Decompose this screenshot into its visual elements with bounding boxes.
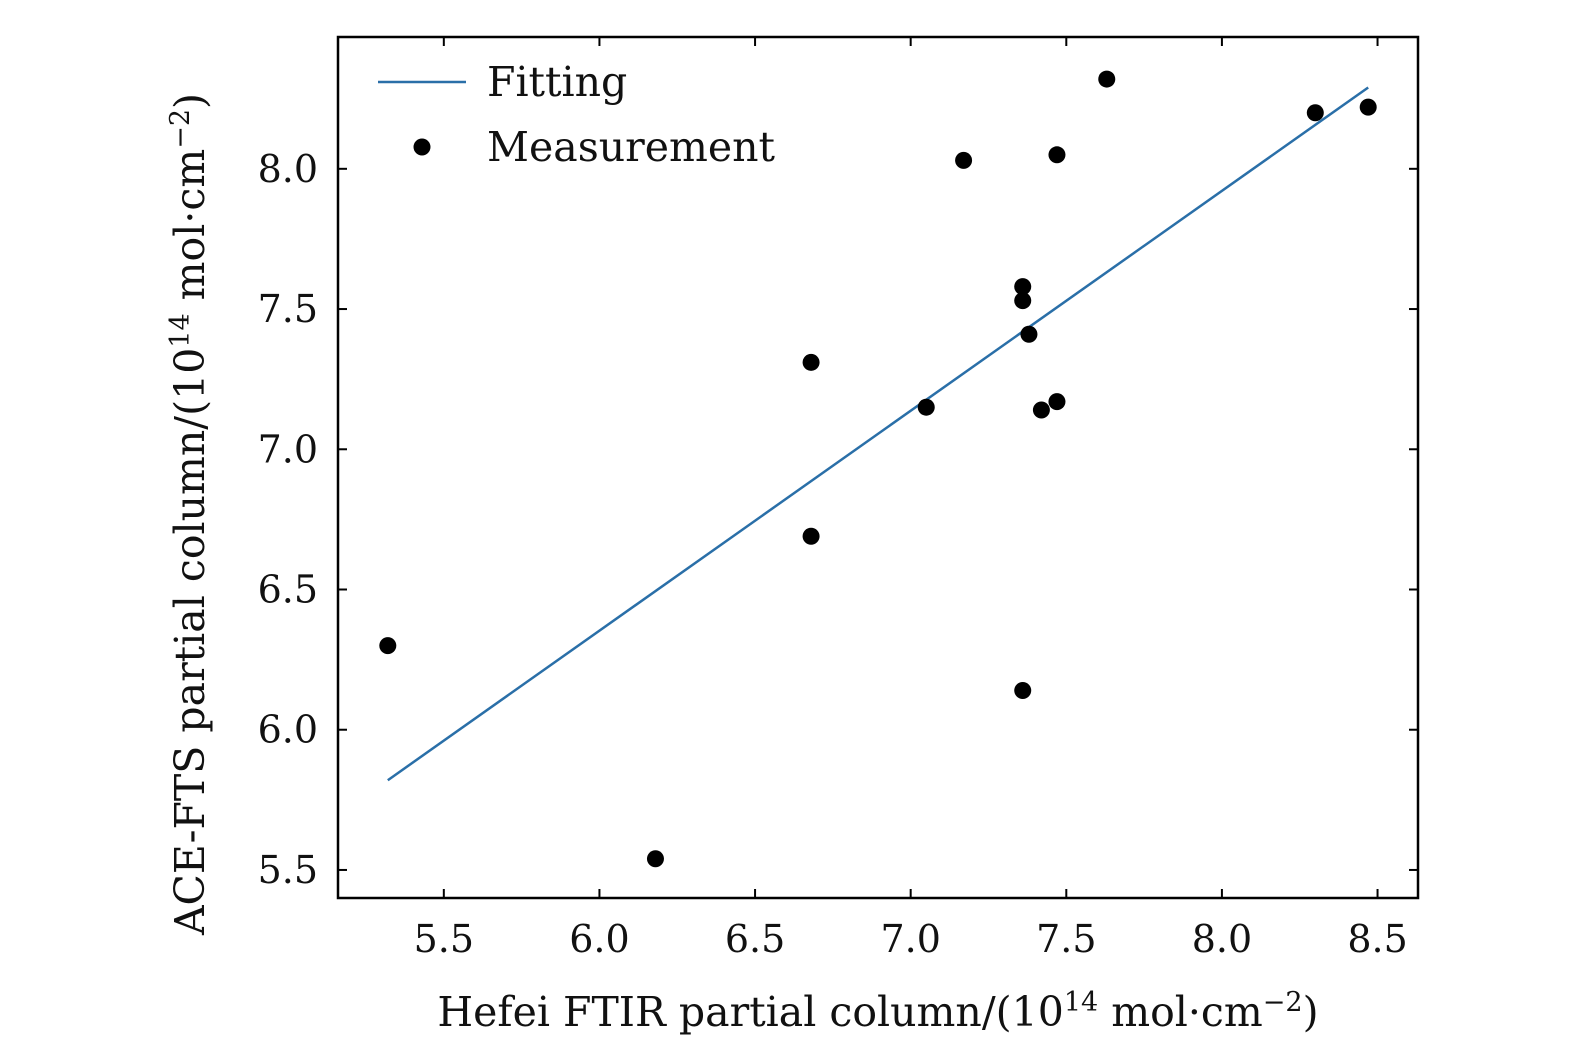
y-tick-label: 7.5 xyxy=(258,287,318,331)
y-tick-label: 6.5 xyxy=(258,567,318,611)
legend-measurement-label: Measurement xyxy=(487,123,776,171)
measurement-point-4 xyxy=(802,527,820,545)
measurement-point-1 xyxy=(379,637,397,655)
y-axis-ticks: 5.5 6.0 6.5 7.0 7.5 8.0 xyxy=(258,147,1418,892)
x-tick-label: 8.0 xyxy=(1192,917,1252,961)
measurement-point-14 xyxy=(1098,70,1116,88)
y-tick-label: 8.0 xyxy=(258,147,318,191)
x-tick-label: 7.5 xyxy=(1036,917,1096,961)
plot-area-frame xyxy=(336,35,1420,900)
y-tick-label: 6.0 xyxy=(258,708,318,752)
measurement-point-8 xyxy=(1014,292,1032,310)
y-axis-label: ACE-FTS partial column/(1014 mol·cm−2) xyxy=(165,93,214,936)
measurement-point-13 xyxy=(1048,146,1066,164)
measurement-point-2 xyxy=(646,850,664,868)
measurement-point-6 xyxy=(955,151,973,169)
x-tick-label: 7.0 xyxy=(880,917,940,961)
y-tick-label: 5.5 xyxy=(258,848,318,892)
measurement-point-5 xyxy=(917,398,935,416)
measurement-points-layer xyxy=(379,70,1377,868)
measurement-point-3 xyxy=(802,353,820,371)
x-axis-label: Hefei FTIR partial column/(1014 mol·cm−2… xyxy=(437,987,1318,1036)
measurement-point-16 xyxy=(1359,98,1377,116)
legend-measurement-marker-swatch xyxy=(413,138,431,156)
measurement-point-7 xyxy=(1014,278,1032,296)
measurement-point-15 xyxy=(1306,104,1324,122)
x-axis-ticks: 5.5 6.0 6.5 7.0 7.5 8.0 8.5 xyxy=(414,37,1408,961)
measurement-point-12 xyxy=(1048,393,1066,411)
legend-fitting-label: Fitting xyxy=(487,58,627,106)
measurement-point-11 xyxy=(1032,401,1050,419)
x-tick-label: 6.5 xyxy=(725,917,785,961)
x-tick-label: 6.0 xyxy=(569,917,629,961)
legend: Fitting Measurement xyxy=(378,58,776,171)
y-tick-label: 7.0 xyxy=(258,427,318,471)
measurement-point-9 xyxy=(1020,325,1038,343)
x-tick-label: 5.5 xyxy=(414,917,474,961)
x-tick-label: 8.5 xyxy=(1347,917,1407,961)
measurement-point-10 xyxy=(1014,681,1032,699)
fitting-line xyxy=(387,86,1369,782)
fitting-line-layer xyxy=(387,86,1369,782)
